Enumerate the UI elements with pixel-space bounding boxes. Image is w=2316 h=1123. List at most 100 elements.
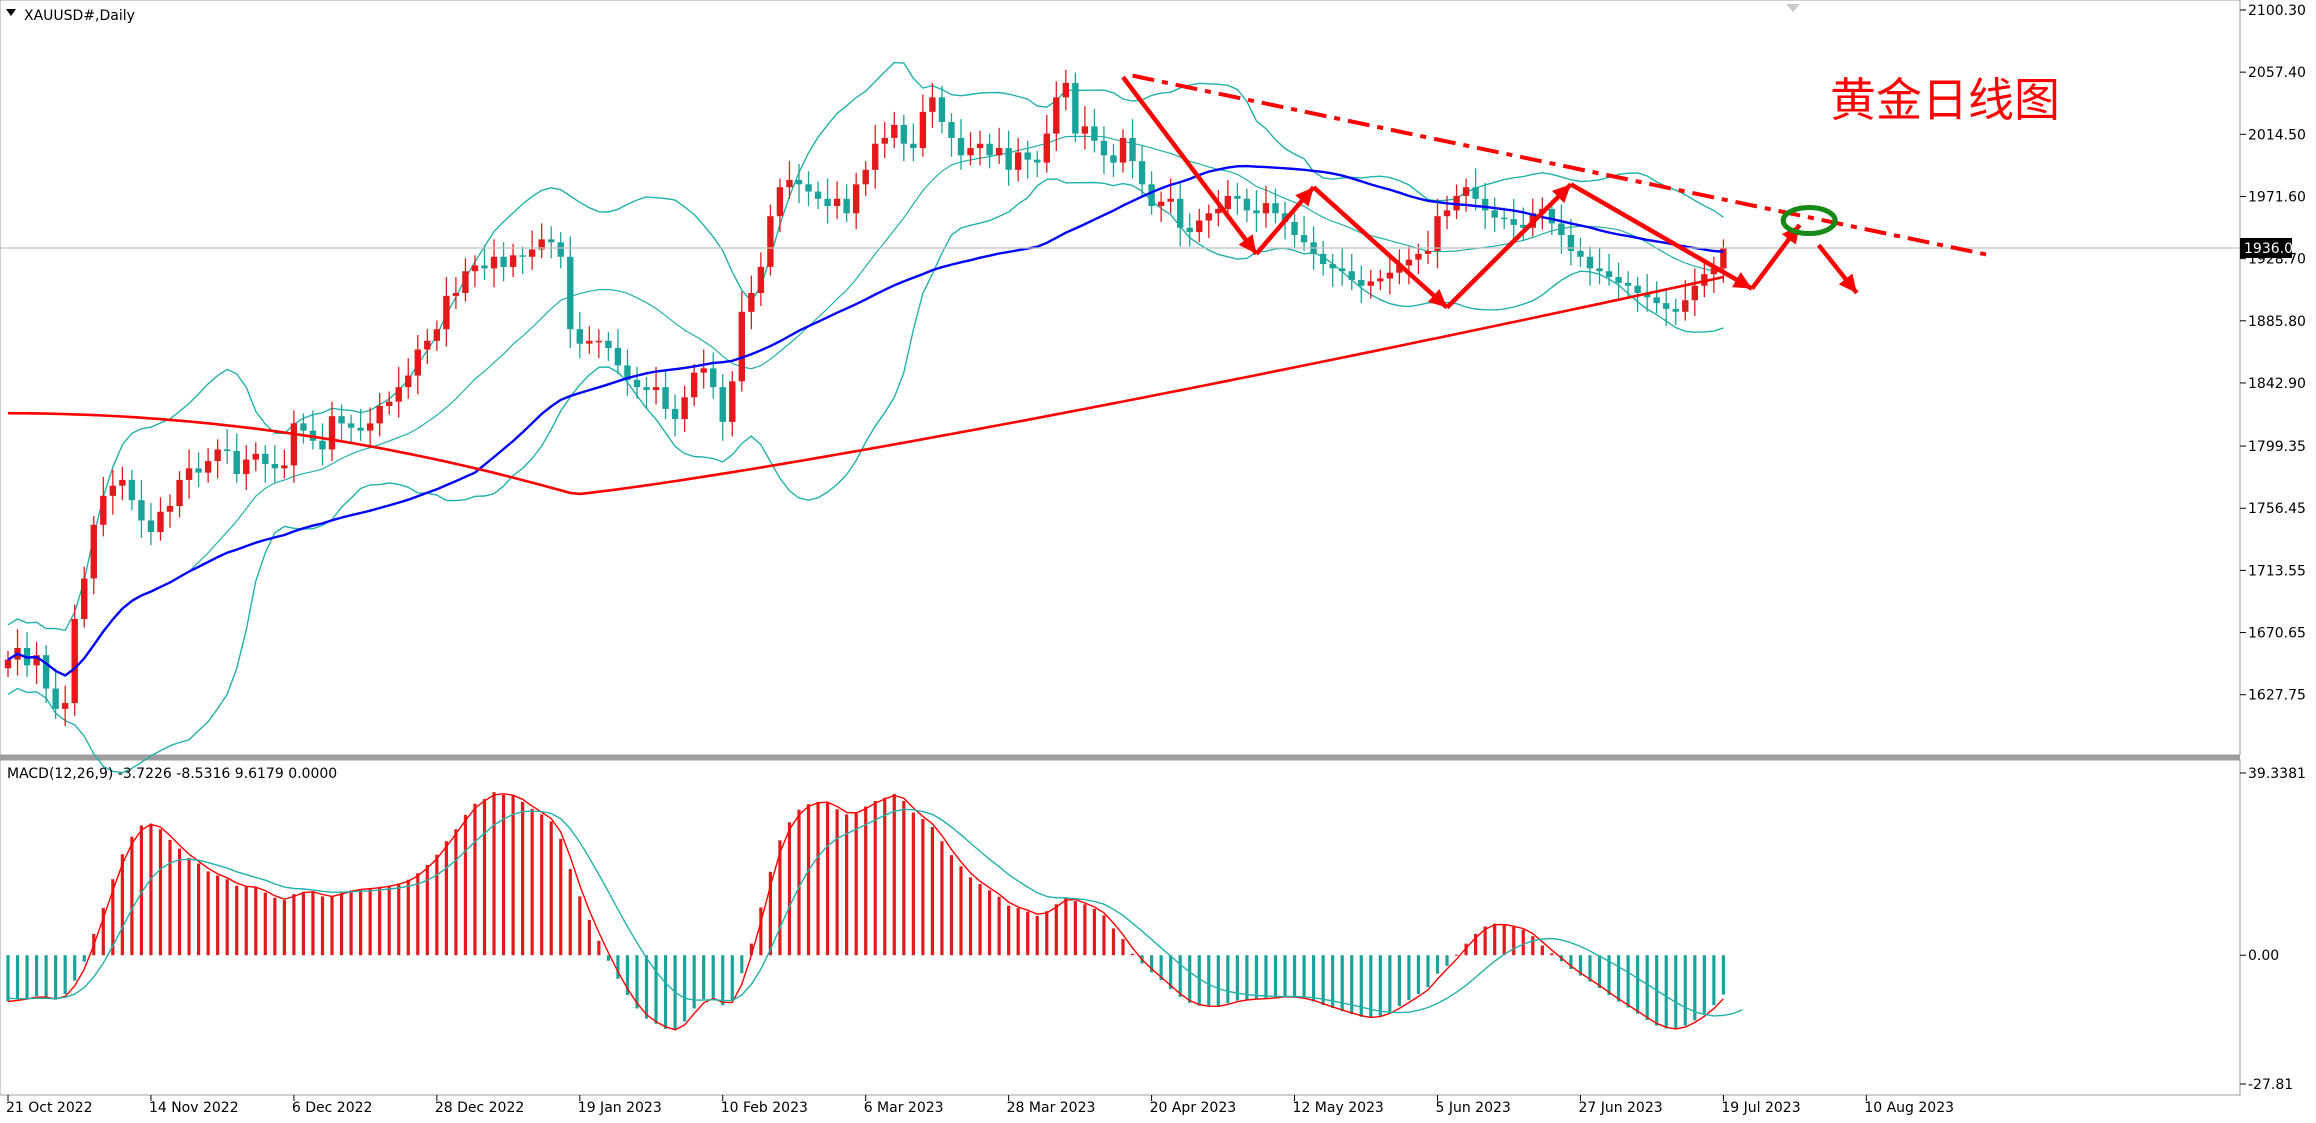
candle	[1720, 248, 1727, 269]
macd-histogram-bar	[1302, 955, 1306, 999]
candle	[967, 148, 974, 156]
macd-histogram-bar	[120, 854, 124, 956]
candle	[300, 423, 307, 431]
candle	[1472, 187, 1479, 199]
candle	[357, 427, 364, 431]
candle	[910, 143, 917, 149]
down-arrow-head	[1838, 273, 1857, 293]
candle	[1081, 126, 1089, 134]
macd-histogram-bar	[1607, 955, 1611, 996]
candle	[1043, 133, 1050, 163]
candle	[1367, 281, 1374, 286]
macd-histogram-bar	[359, 888, 363, 956]
candle	[767, 216, 774, 267]
candle	[852, 184, 860, 214]
macd-histogram-bar	[1445, 955, 1449, 966]
candle	[605, 340, 612, 349]
candle	[700, 368, 707, 373]
macd-histogram-bar	[1483, 926, 1487, 956]
macd-histogram-bar	[387, 885, 391, 956]
zigzag-arrow-head	[1732, 272, 1752, 289]
macd-histogram-bar	[768, 871, 772, 956]
macd-histogram-bar	[549, 821, 553, 956]
macd-histogram-bar	[1502, 925, 1506, 956]
macd-histogram-bar	[797, 809, 801, 956]
candle	[1586, 256, 1594, 269]
candle	[1014, 152, 1022, 170]
candle	[233, 450, 240, 475]
y-tick-label: 1713.55	[2248, 563, 2306, 579]
macd-histogram-bar	[1197, 955, 1201, 1006]
candle	[690, 372, 698, 398]
macd-histogram-bar	[454, 829, 458, 956]
macd-histogram-bar	[1702, 955, 1706, 1014]
macd-histogram-bar	[1331, 955, 1335, 1008]
scroll-marker-icon	[1786, 4, 1800, 12]
candle	[776, 187, 784, 217]
macd-histogram-bar	[702, 955, 706, 1000]
candle	[1215, 208, 1222, 214]
macd-histogram-bar	[1292, 955, 1297, 998]
candle	[119, 479, 126, 486]
macd-histogram-bar	[1369, 955, 1373, 1018]
macd-histogram-bar	[1350, 955, 1354, 1015]
x-tick-label: 28 Mar 2023	[1007, 1100, 1096, 1116]
macd-histogram-bar	[444, 841, 448, 956]
macd-histogram-bar	[1569, 955, 1573, 970]
candle	[681, 397, 688, 420]
x-tick-label: 6 Dec 2022	[292, 1100, 373, 1116]
macd-histogram-bar	[578, 896, 582, 956]
candle	[1434, 216, 1441, 251]
macd-histogram-bar	[425, 864, 429, 956]
macd-histogram-bar	[406, 879, 410, 956]
macd-histogram-bar	[1674, 955, 1678, 1030]
candle	[719, 387, 726, 422]
macd-histogram-bar	[597, 940, 601, 956]
candle	[366, 423, 374, 431]
candle	[138, 500, 145, 521]
candle	[452, 292, 460, 296]
macd-histogram-bar	[787, 822, 792, 956]
axes: 2100.302057.402014.501971.601928.701885.…	[6, 3, 2306, 1116]
macd-histogram-bar	[940, 841, 944, 956]
candle	[166, 505, 174, 512]
macd-histogram-bar	[978, 883, 982, 956]
macd-histogram-bar	[397, 883, 401, 956]
macd-histogram-bar	[339, 892, 344, 956]
candle	[1682, 300, 1689, 312]
candle	[42, 655, 50, 689]
collapse-icon[interactable]	[6, 9, 16, 16]
candle	[157, 511, 164, 533]
macd-histogram-bar	[825, 802, 830, 956]
candle	[986, 143, 993, 156]
candle	[290, 423, 298, 466]
macd-histogram-bar	[997, 896, 1001, 956]
candle	[1577, 250, 1584, 257]
candle	[490, 256, 498, 269]
candle	[1510, 219, 1517, 225]
macd-histogram-bar	[168, 839, 172, 956]
macd-histogram-bar	[654, 955, 658, 1024]
candle	[938, 97, 946, 123]
candle	[1405, 259, 1413, 266]
macd-histogram-bar	[1397, 955, 1401, 1007]
candle	[1501, 217, 1508, 220]
candle	[1196, 220, 1203, 233]
macd-histogram-bar	[883, 797, 887, 956]
macd-histogram-bar	[1245, 955, 1249, 1000]
candle	[729, 381, 736, 422]
macd-histogram-bar	[1073, 901, 1077, 956]
macd-histogram-bar	[1435, 955, 1440, 974]
macd-histogram-bar	[1035, 915, 1039, 956]
current-price-label: 1936.05	[2244, 241, 2302, 257]
candle	[1243, 198, 1251, 211]
macd-histogram-bar	[721, 955, 725, 1006]
macd-histogram-bar	[492, 792, 496, 956]
candle	[271, 463, 279, 469]
macd-histogram-bar	[540, 814, 544, 956]
highlight-ellipse	[1780, 205, 1838, 237]
macd-histogram-bar	[1111, 928, 1116, 956]
macd-histogram-bar	[1159, 955, 1163, 981]
macd-histogram-bar	[587, 919, 591, 956]
macd-histogram-bar	[130, 836, 134, 956]
